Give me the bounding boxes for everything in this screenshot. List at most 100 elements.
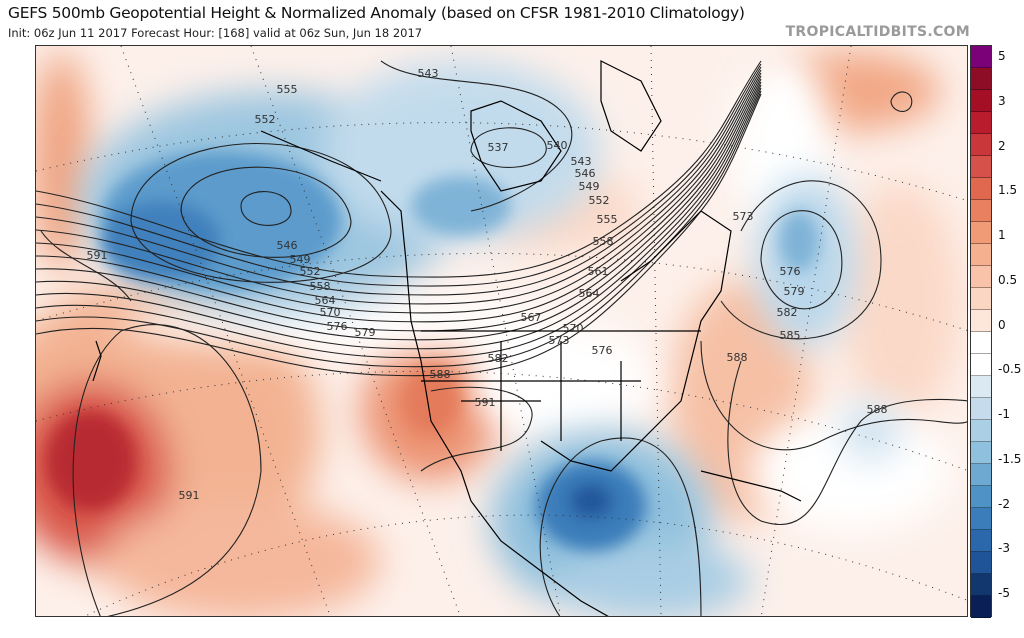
colorbar-segment [971,266,991,288]
height-contour [36,63,762,287]
colorbar-segment [971,200,991,222]
contour-label: 540 [547,139,568,152]
colorbar-label: -1 [998,407,1010,421]
height-contour [470,127,547,168]
contour-label: 573 [549,334,570,347]
contour-label: 582 [488,352,509,365]
height-contour [72,324,262,616]
height-contour [40,230,132,302]
height-contour [890,91,913,112]
forecast-info: Init: 06z Jun 11 2017 Forecast Hour: [16… [8,26,423,40]
contour-label: 579 [784,285,805,298]
height-contour [36,81,762,341]
height-contour [539,437,702,616]
contour-label: 546 [277,239,298,252]
contour-label: 543 [571,155,592,168]
contour-label: 576 [592,344,613,357]
contour-label: 591 [475,396,496,409]
contour-label: 588 [727,351,748,364]
height-contour [727,360,967,526]
height-contour [36,72,762,314]
colorbar-label: -5 [998,586,1010,600]
height-contours [36,60,967,616]
contour-label: 555 [277,83,298,96]
colorbar-segment [971,420,991,442]
contour-label: 555 [597,213,618,226]
colorbar-segment [971,486,991,508]
colorbar-label: 0 [998,317,1006,332]
anomaly-map: 555 552 543 537 540 543 546 549 552 555 558 561 564 5… [35,45,968,617]
colorbar-segment [971,442,991,464]
contour-label: 546 [575,167,596,180]
contour-label: 558 [593,235,614,248]
height-contour [36,60,762,278]
contour-label: 591 [87,249,108,262]
colorbar-segment [971,508,991,530]
contour-label: 591 [179,489,200,502]
height-contour [36,69,762,305]
contour-label: 579 [355,326,376,339]
colorbar-label: -2 [998,496,1010,511]
contour-label: 543 [418,67,439,80]
contour-label: 564 [579,287,600,300]
height-contour [420,386,533,472]
chart-title: GEFS 500mb Geopotential Height & Normali… [8,4,745,22]
colorbar [970,45,992,618]
colorbar-segment [971,134,991,156]
contour-label: 564 [315,294,336,307]
colorbar-segment [971,244,991,266]
colorbar-label: 0.5 [998,272,1018,287]
colorbar-label: -1.5 [998,451,1022,466]
height-contour [36,78,762,332]
height-contour [36,87,762,359]
contour-label: 582 [777,306,798,319]
colorbar-label: 1 [998,228,1006,242]
height-contour [700,340,967,451]
colorbar-segment [971,112,991,134]
colorbar-segment [971,46,991,68]
brand-watermark: TROPICALTIDBITS.COM [785,24,970,40]
colorbar-segment [971,464,991,486]
colorbar-segment [971,288,991,310]
height-contour [36,93,762,377]
height-contour [130,142,392,283]
coastlines [92,60,802,616]
colorbar-segment [971,354,991,376]
colorbar-segment [971,178,991,200]
colorbar-segment [971,156,991,178]
colorbar-label: 1.5 [998,183,1018,198]
height-contour [240,191,292,226]
colorbar-label: -0.5 [998,362,1022,377]
colorbar-segment [971,332,991,354]
colorbar-label: -3 [998,541,1010,556]
colorbar-segment [971,552,991,574]
colorbar-segment [971,398,991,420]
colorbar-segment [971,310,991,332]
contour-label: 552 [255,113,276,126]
contour-label: 561 [588,265,609,278]
contour-label: 549 [290,253,311,266]
contour-label: 573 [733,210,754,223]
anomaly-shading [36,51,961,616]
height-contour [380,60,573,212]
contour-label: 552 [589,194,610,207]
contour-label: 588 [430,368,451,381]
colorbar-segment [971,530,991,552]
colorbar-segment [971,574,991,596]
colorbar-segment [971,376,991,398]
height-contour [36,84,762,350]
colorbar-label: 2 [998,138,1006,153]
contour-label: 576 [780,265,801,278]
contour-label: 549 [579,180,600,193]
contour-label: 552 [300,265,321,278]
height-contour [720,180,882,340]
contour-label: 585 [780,329,801,342]
colorbar-label: 3 [998,93,1006,108]
contour-label: 558 [310,280,331,293]
contour-label: 570 [563,322,584,335]
contour-label: 576 [327,320,348,333]
contour-label: 570 [320,306,341,319]
height-contour [36,66,762,296]
